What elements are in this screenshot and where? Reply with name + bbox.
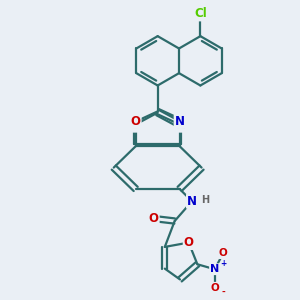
Text: N: N [175,115,184,128]
Text: Cl: Cl [194,8,207,20]
Text: N: N [176,119,186,132]
Text: O: O [131,115,141,128]
Text: N: N [210,264,219,274]
Text: O: O [129,119,139,132]
Text: N: N [187,195,197,208]
Text: -: - [221,288,225,297]
Text: O: O [149,212,159,225]
Text: +: + [220,259,226,268]
Text: O: O [210,283,219,293]
Text: H: H [202,195,210,205]
Text: O: O [184,236,194,249]
Text: O: O [219,248,228,258]
